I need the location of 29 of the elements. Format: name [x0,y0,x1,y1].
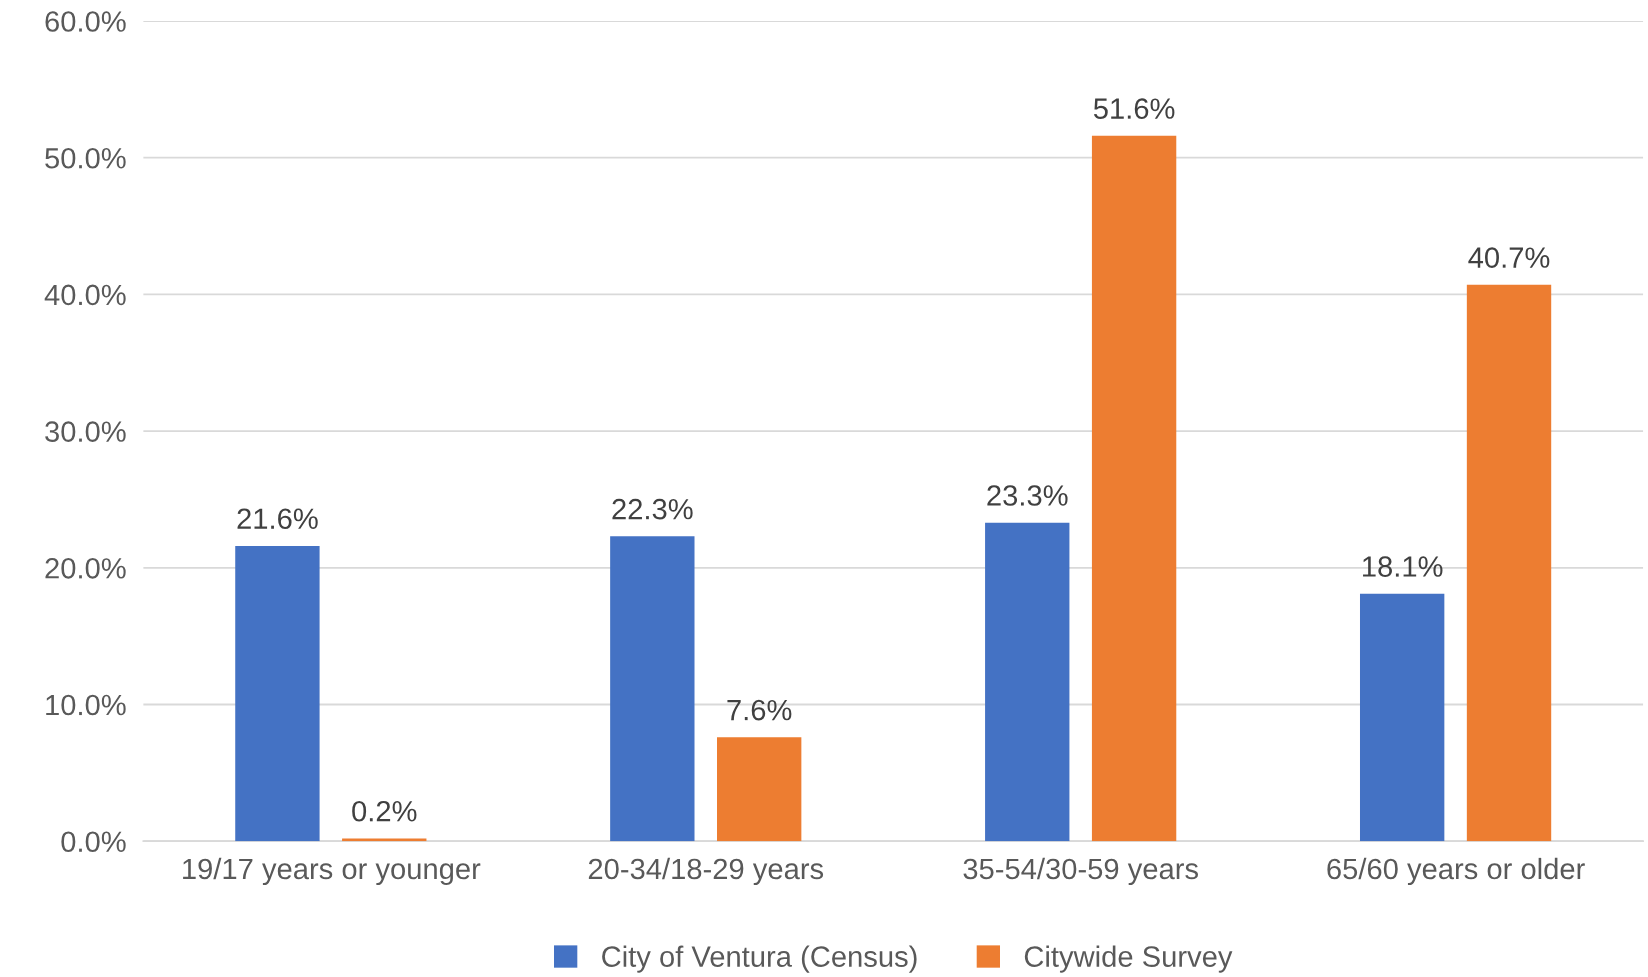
x-tick-label: 19/17 years or younger [183,857,481,886]
y-tick-label: 20.0% [45,558,126,579]
text: 18.1% [1363,556,1443,577]
text: 0.2% [352,800,417,822]
x-tick-label: 35-54/30-59 years [963,857,1198,886]
y-tick-label: 30.0% [45,421,126,442]
text: 22.3% [612,498,693,520]
y-tick-label: 10.0% [46,694,126,716]
bar [717,737,802,842]
bar [342,838,427,842]
bar [1466,284,1552,842]
bar [1091,135,1177,842]
y-tick-label: 40.0% [44,284,126,306]
text: 51.6% [1093,98,1175,119]
text: 21.6% [237,508,318,530]
x-tick-label: 65/60 years or older [1327,857,1585,886]
legend-label: Citywide Survey [1024,945,1233,973]
y-tick-label: 50.0% [45,147,126,169]
bar [610,536,695,842]
bar [1359,593,1445,842]
y-tick-label: 60.0% [45,11,126,32]
text: 40.7% [1468,247,1550,268]
text: 23.3% [987,485,1068,506]
legend-label: City of Ventura (Census) [602,945,917,973]
bar [235,545,320,842]
y-tick-label: 0.0% [61,831,126,853]
x-tick-label: 20-34/18-29 years [588,857,824,886]
text: 7.6% [727,699,792,721]
bar [985,522,1070,842]
